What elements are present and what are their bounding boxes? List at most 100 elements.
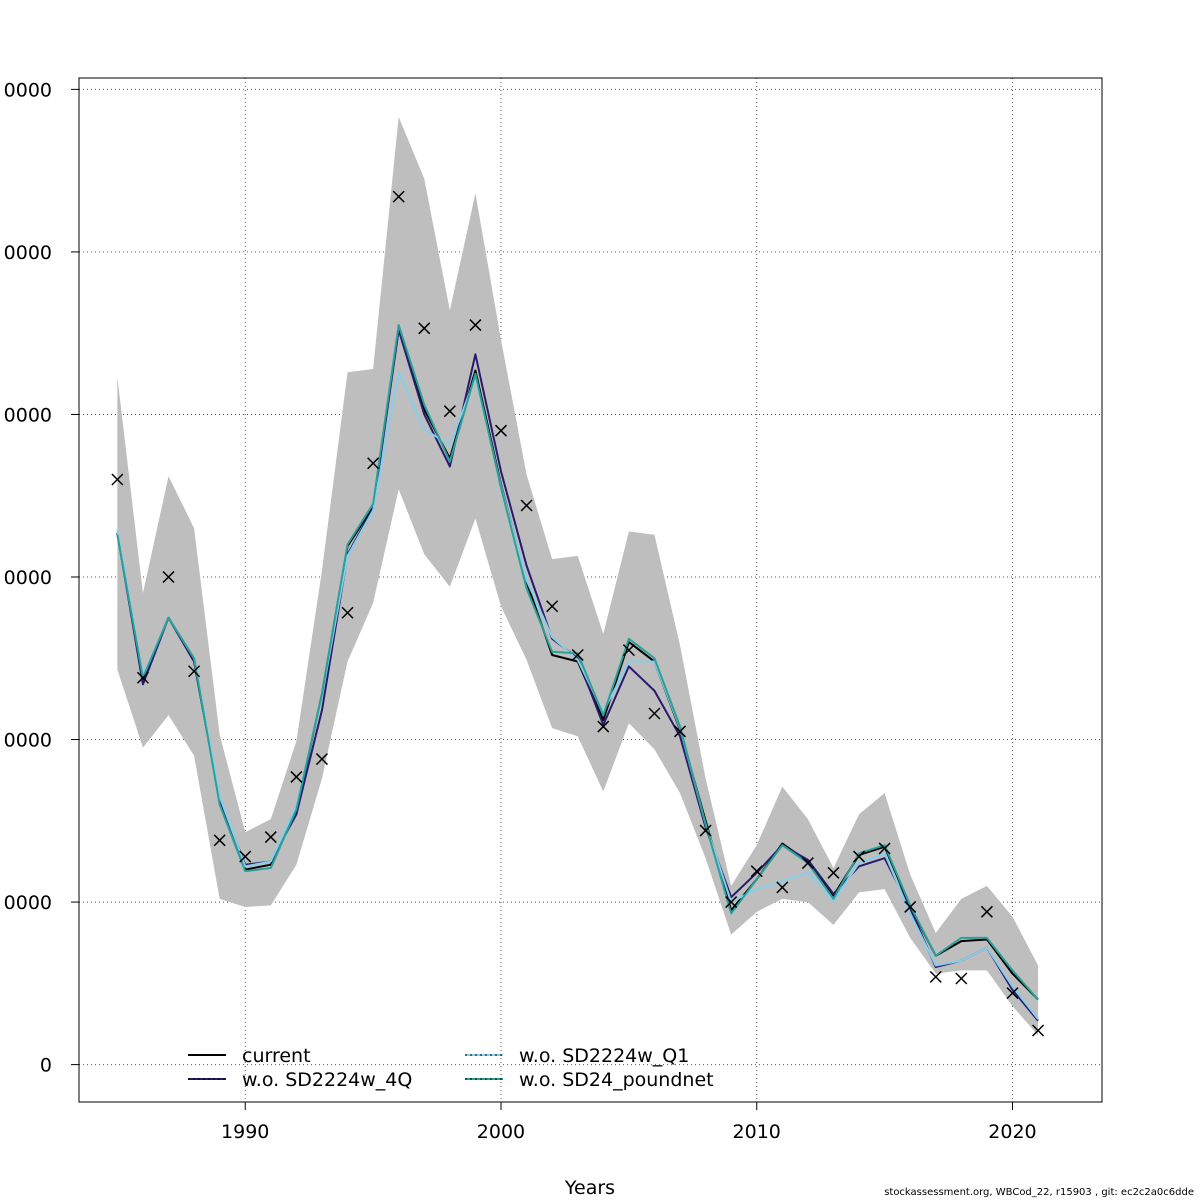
observation-marker [673,725,687,738]
observation-markers-layer [111,190,1045,1037]
observation-marker-stroke [315,753,328,766]
observation-marker-stroke [392,190,405,203]
observation-marker-stroke [188,665,201,678]
observation-marker-stroke [648,707,661,720]
observation-marker [597,720,610,733]
plot-frame [78,77,1103,1103]
observation-marker-stroke [367,457,380,470]
observation-marker-stroke [980,905,993,918]
y-tick-label: 0000 [4,730,52,752]
legend-entry: w.o. SD24_poundnet [465,1069,714,1091]
observation-marker-stroke [904,900,917,913]
observation-marker-stroke [929,970,942,983]
observation-marker [111,473,124,486]
observation-marker-stroke [239,850,252,863]
axes: 1990 2000 2010 2020000000000000000000000000… [4,79,1037,1143]
observation-marker [264,831,277,844]
observation-marker-stroke [699,824,712,837]
observation-marker-stroke [673,725,687,738]
observation-marker [827,866,840,879]
series-lines-layer [116,324,1039,1022]
observation-marker [162,570,175,584]
x-axis-title: Years [564,1177,615,1199]
confidence-band [117,117,1039,1036]
legend-label: current [242,1045,311,1067]
observation-marker [853,850,866,863]
observation-marker [929,970,942,983]
observation-marker-stroke [494,424,508,437]
legend-entry: w.o. SD2224w_Q1 [465,1045,689,1067]
legend-label: w.o. SD24_poundnet [519,1069,714,1091]
observation-marker-stroke [597,720,610,733]
observation-marker-stroke [1006,987,1019,1000]
series-line-4 [116,324,1039,1001]
observation-marker [213,834,226,847]
observation-marker-stroke [622,644,635,657]
observation-marker [315,753,328,766]
observation-marker [904,900,917,913]
observation-marker [239,850,252,863]
observation-marker-stroke [1032,1024,1045,1037]
observation-marker-stroke [469,319,482,332]
observation-marker [622,644,635,657]
confidence-band-layer [117,117,1039,1036]
observation-marker-stroke [827,866,840,879]
observation-marker-stroke [111,473,124,486]
observation-marker [188,665,201,678]
observation-marker [392,190,405,203]
observation-marker [648,707,661,720]
observation-marker [1006,987,1019,1000]
observation-marker [469,319,482,332]
observation-marker [1032,1024,1045,1037]
legend-entry: w.o. SD2224w_4Q [188,1069,412,1091]
legend-label: w.o. SD2224w_Q1 [519,1045,689,1067]
observation-marker [290,770,303,783]
observation-marker-stroke [418,322,431,335]
observation-marker [136,671,149,684]
observation-marker [776,881,789,894]
x-tick-label: 2000 [477,1121,525,1143]
observation-marker-stroke [520,499,533,512]
observation-marker [571,648,584,662]
observation-marker-stroke [725,896,738,909]
observation-marker-stroke [801,857,814,870]
observation-marker-stroke [341,606,354,619]
y-tick-label: 0000 [4,567,52,589]
y-tick-label: 0000 [4,79,52,101]
observation-marker [418,322,431,335]
observation-marker-stroke [162,570,175,584]
observation-marker-stroke [878,842,891,855]
y-tick-label: 0000 [4,892,52,914]
footnote: stockassessment.org, WBCod_22, r15903 , … [884,1187,1194,1198]
observation-marker-stroke [213,834,226,847]
observation-marker [341,606,354,619]
observation-marker [443,405,456,418]
observation-marker [801,857,814,870]
observation-marker-stroke [853,850,866,863]
series-line-3 [116,371,1039,1020]
observation-marker [878,842,891,855]
observation-marker-stroke [546,600,559,613]
observation-marker-stroke [443,405,456,418]
observation-marker [520,499,533,512]
observation-marker-stroke [264,831,277,844]
observation-marker-stroke [750,865,763,878]
x-tick-label: 1990 [221,1121,269,1143]
observation-marker [750,865,763,878]
observation-marker [980,905,993,918]
observation-marker-stroke [955,972,968,985]
legend-entry: current [188,1045,311,1067]
observation-marker-stroke [776,881,789,894]
observation-marker-stroke [136,671,149,684]
observation-marker [367,457,380,470]
observation-marker [546,600,559,613]
y-tick-label: 0000 [4,242,52,264]
observation-marker-stroke [571,648,584,662]
observation-marker [955,972,968,985]
observation-marker-stroke [290,770,303,783]
x-tick-label: 2010 [733,1121,781,1143]
observation-marker [494,424,508,437]
y-tick-label: 0 [40,1055,52,1077]
